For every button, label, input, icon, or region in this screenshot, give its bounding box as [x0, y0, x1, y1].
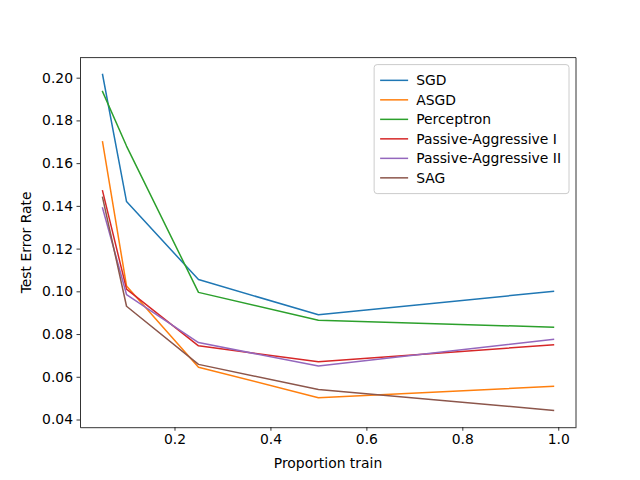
tick-mark — [77, 334, 81, 335]
tick: 0.2 — [164, 427, 186, 447]
tick: 1.0 — [548, 427, 570, 447]
legend-label: Passive-Aggressive II — [416, 150, 561, 166]
legend-item: Passive-Aggressive I — [380, 131, 557, 147]
frame — [80, 57, 576, 58]
tick: 0.04 — [42, 411, 80, 427]
tick-label: 1.0 — [548, 431, 570, 447]
tick-label: 0.8 — [452, 431, 474, 447]
legend-item: SAG — [380, 170, 445, 186]
tick-mark — [77, 291, 81, 292]
y-axis: 0.04 0.06 0.08 0.10 0.12 0.14 0.16 0.18 0.20 — [42, 58, 80, 428]
tick: 0.6 — [356, 427, 378, 447]
legend-swatch — [380, 138, 408, 140]
plot-area: 0.20.40.60.81.00.040.060.080.100.120.140… — [42, 58, 576, 447]
series-line — [103, 197, 554, 410]
tick: 0.20 — [42, 70, 80, 86]
legend-item: SGD — [380, 72, 446, 88]
tick: 0.18 — [42, 112, 80, 128]
tick-label: 0.10 — [42, 283, 73, 299]
tick: 0.4 — [260, 427, 282, 447]
tick-label: 0.04 — [42, 411, 73, 427]
tick-mark — [77, 78, 81, 79]
lines — [103, 74, 554, 410]
series-line — [103, 74, 554, 314]
x-axis-title: Proportion train — [274, 455, 382, 471]
tick: 0.08 — [42, 326, 80, 342]
tick-label: 0.14 — [42, 198, 73, 214]
axis-line — [80, 58, 81, 428]
legend-label: SAG — [416, 170, 445, 186]
legend-label: ASGD — [416, 92, 456, 108]
tick-mark — [77, 206, 81, 207]
legend-box — [374, 65, 569, 194]
tick-label: 0.06 — [42, 369, 73, 385]
tick-label: 0.18 — [42, 112, 73, 128]
legend: SGD ASGD Perceptron Passive-Aggressive I Pas… — [374, 65, 569, 194]
legend-swatch — [380, 158, 408, 160]
tick-mark — [77, 377, 81, 378]
tick-label: 0.6 — [356, 431, 378, 447]
legend-label: Perceptron — [416, 111, 491, 127]
chart: 0.20.40.60.81.00.040.060.080.100.120.140… — [0, 0, 640, 480]
frame — [576, 58, 577, 428]
tick: 0.10 — [42, 283, 80, 299]
tick-label: 0.08 — [42, 326, 73, 342]
axis-line — [81, 427, 577, 428]
legend-item: Passive-Aggressive II — [380, 150, 561, 166]
y-axis-title: Test Error Rate — [18, 191, 34, 294]
legend-swatch — [380, 177, 408, 179]
legend-swatch — [380, 99, 408, 101]
tick: 0.12 — [42, 241, 80, 257]
legend-swatch — [380, 119, 408, 121]
tick-mark — [77, 163, 81, 164]
series-line — [103, 191, 554, 362]
legend-item: ASGD — [380, 92, 456, 108]
tick-label: 0.20 — [42, 70, 73, 86]
tick-label: 0.12 — [42, 241, 73, 257]
x-axis: 0.2 0.4 0.6 0.8 1.0 — [81, 427, 577, 447]
tick-mark — [77, 120, 81, 121]
legend-label: Passive-Aggressive I — [416, 131, 557, 147]
tick: 0.06 — [42, 369, 80, 385]
tick-label: 0.2 — [164, 431, 186, 447]
tick-mark — [77, 420, 81, 421]
tick-label: 0.4 — [260, 431, 282, 447]
tick: 0.8 — [452, 427, 474, 447]
legend-item: Perceptron — [380, 111, 491, 127]
tick-label: 0.16 — [42, 155, 73, 171]
series-line — [103, 92, 554, 328]
tick: 0.14 — [42, 198, 80, 214]
tick: 0.16 — [42, 155, 80, 171]
tick-mark — [77, 249, 81, 250]
legend-label: SGD — [416, 72, 446, 88]
legend-swatch — [380, 80, 408, 82]
